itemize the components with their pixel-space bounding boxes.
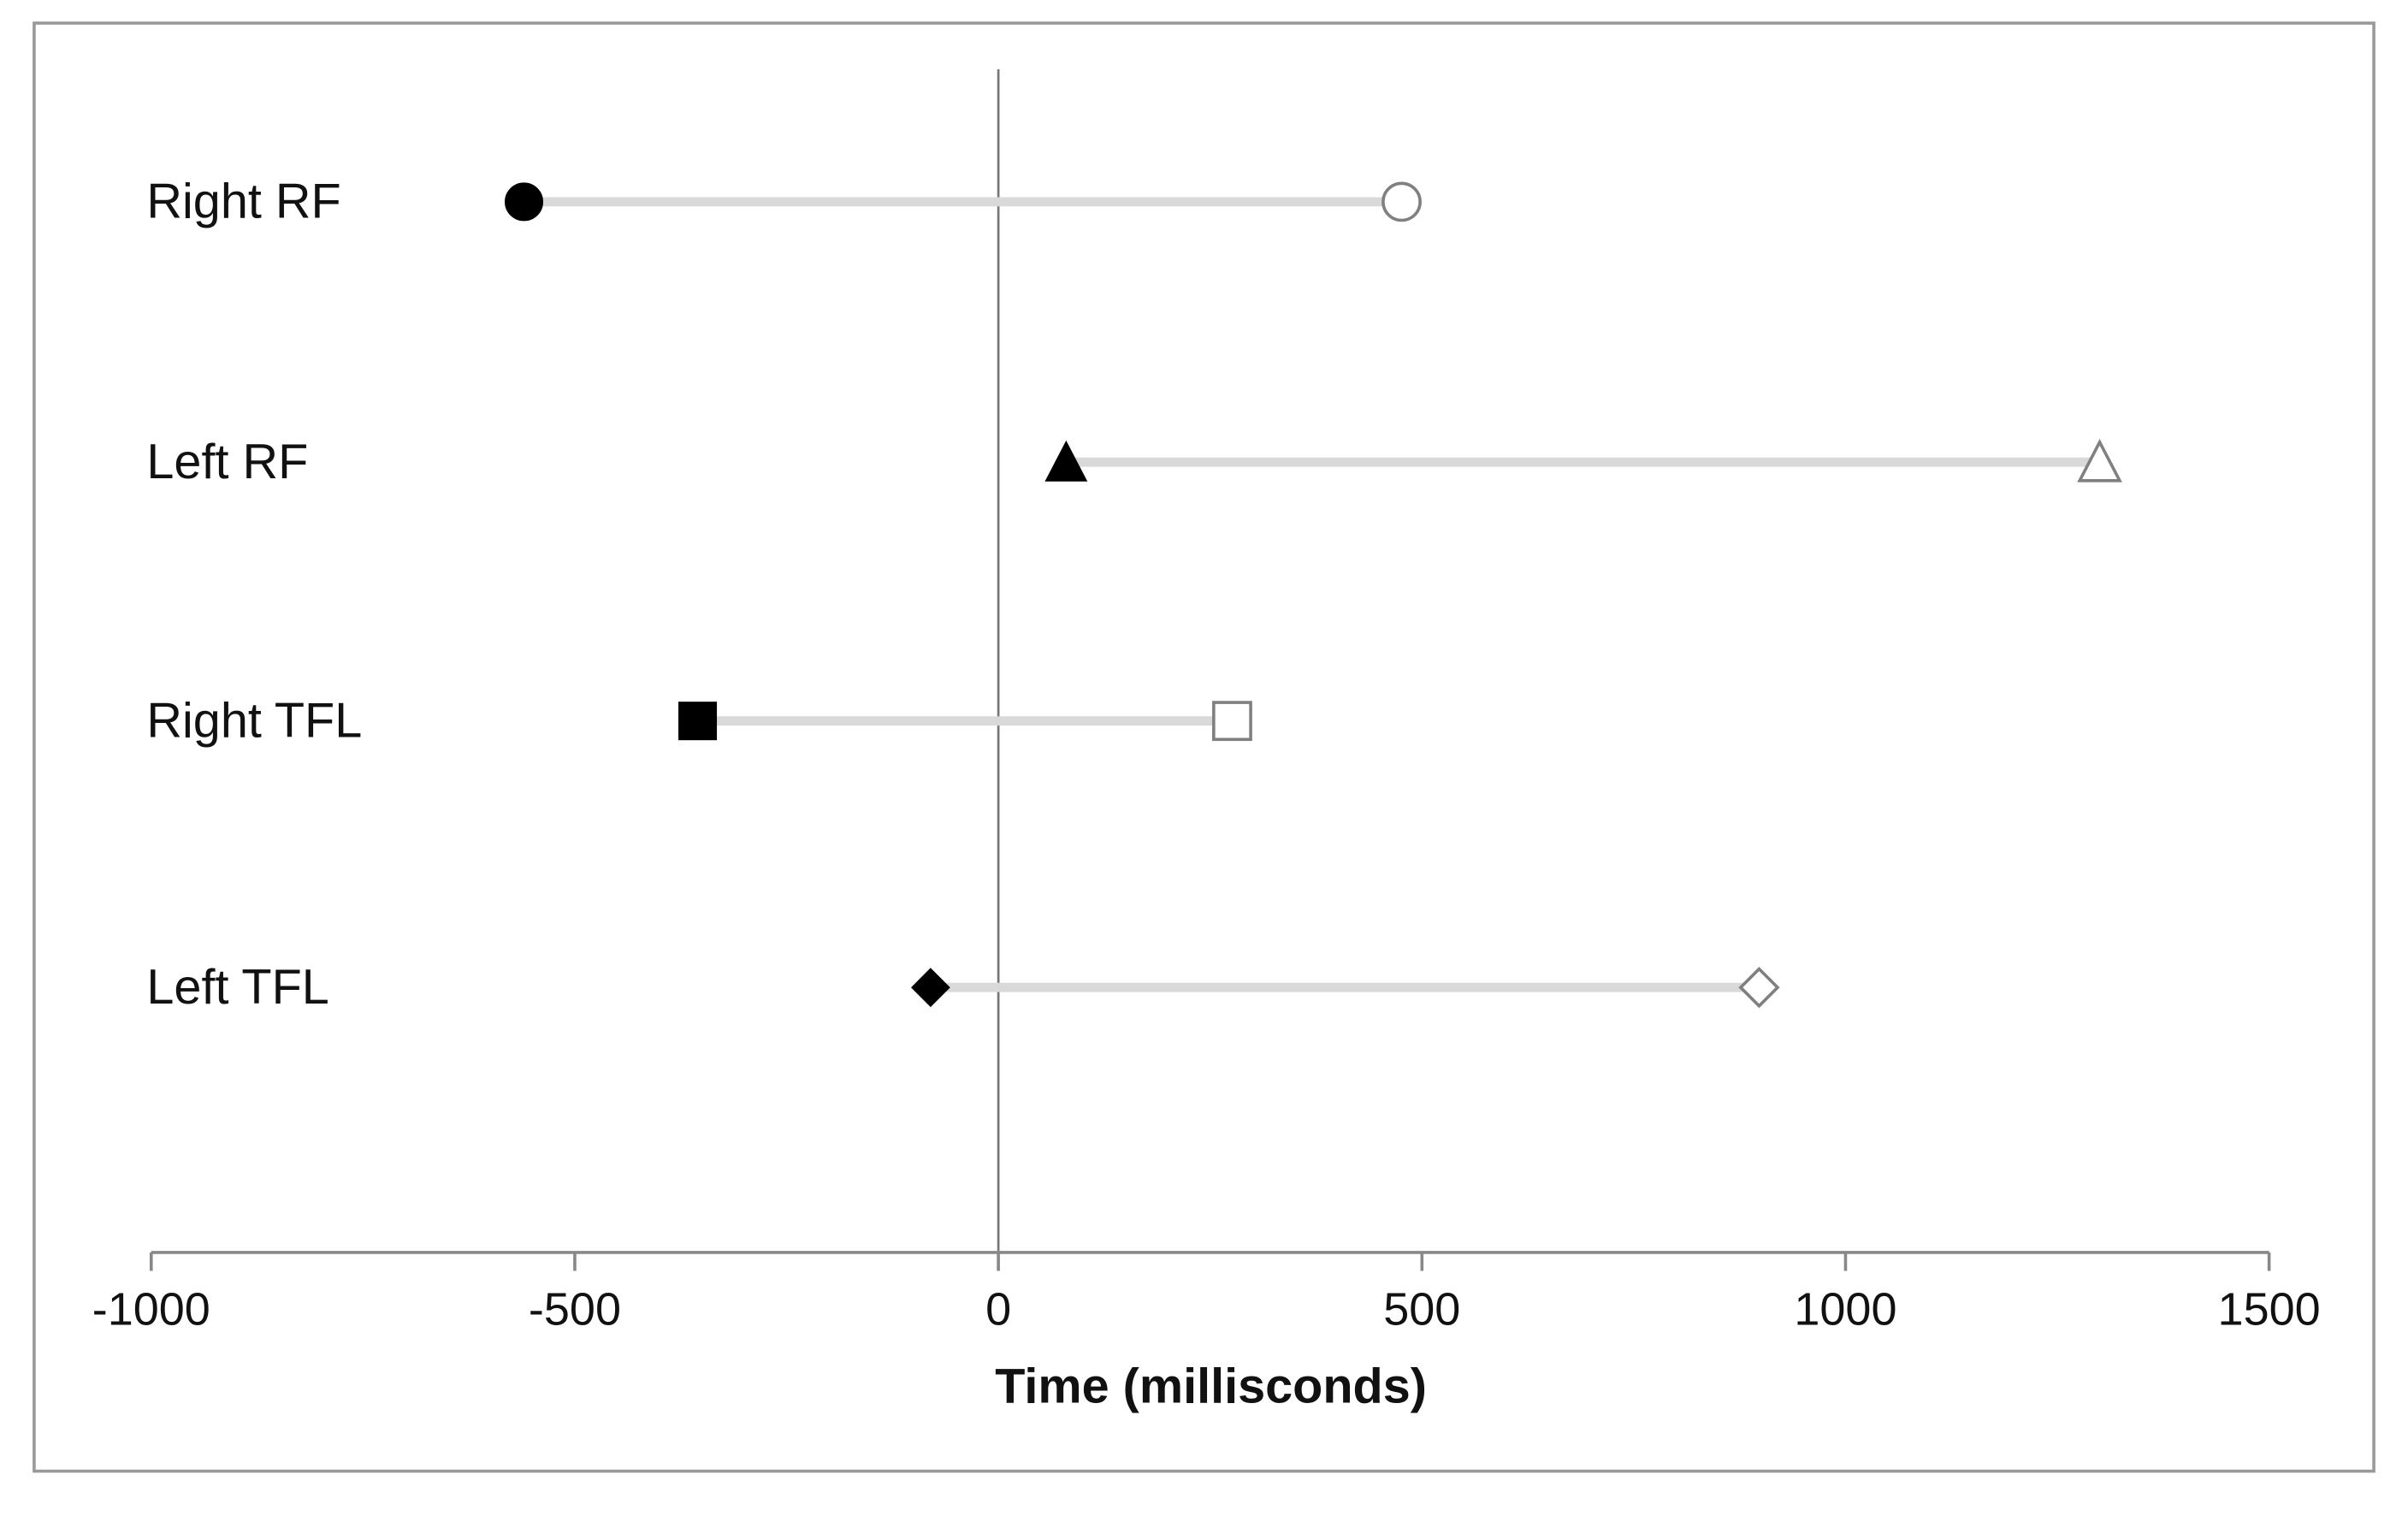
marker (2077, 438, 2122, 483)
x-tick-label: 1000 (1794, 1283, 1896, 1335)
marker (678, 702, 718, 741)
marker (1044, 440, 1088, 482)
marker (1212, 701, 1252, 742)
x-tick-label: 500 (1383, 1283, 1460, 1335)
x-tick-label: 1500 (2218, 1283, 2321, 1335)
marker (1381, 181, 1422, 222)
category-label: Right TFL (146, 694, 362, 749)
category-label: Left RF (146, 435, 308, 489)
category-label: Right RF (146, 175, 340, 229)
marker (1738, 967, 1780, 1009)
marker (911, 968, 950, 1008)
x-tick-label: -500 (529, 1283, 621, 1335)
x-tick-label: 0 (985, 1283, 1011, 1335)
marker (505, 182, 544, 222)
category-label: Left TFL (146, 960, 328, 1015)
frame (33, 21, 2375, 1473)
x-axis-label: Time (millisconds) (995, 1359, 1427, 1413)
x-tick-label: -1000 (92, 1283, 210, 1335)
